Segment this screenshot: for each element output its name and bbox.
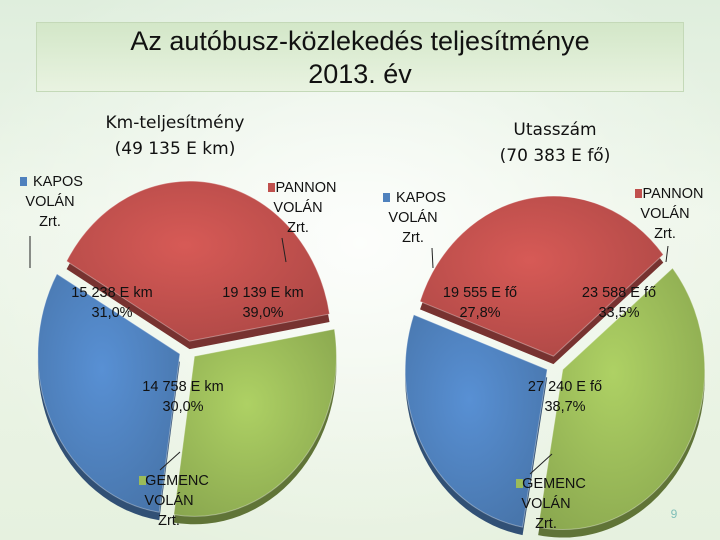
legend-swatch	[383, 193, 390, 202]
data-label-text: 15 238 E km	[71, 285, 152, 301]
pie-chart-1: KAPOS VOLÁN Zrt. PANNON VOLÁN Zrt. GEMENC VOLÁN…	[20, 174, 337, 529]
data-label-text: 30,0%	[162, 399, 203, 415]
pie-2-legend-3: GEMENC VOLÁN Zrt.	[516, 476, 586, 532]
pie-2-leader-2	[665, 245, 669, 263]
legend-text: VOLÁN	[388, 209, 437, 226]
data-label-text: 31,0%	[91, 305, 132, 321]
page-title-line-1: Az autóbusz-közlekedés teljesítménye	[130, 26, 590, 56]
pie-1-data-label-2: 19 139 E km 39,0%	[222, 285, 303, 321]
pie-2-slice-3	[537, 267, 706, 531]
pie-1-leader-3	[159, 451, 181, 471]
legend-text: Zrt.	[287, 220, 309, 236]
legend-text: Zrt.	[158, 513, 180, 529]
pie-2-data-label-1: 19 555 E fő 27,8%	[443, 285, 517, 321]
chart-2-title-line-2: (70 383 E fő)	[499, 146, 611, 166]
legend-text: PANNON	[643, 186, 704, 202]
pie-1-slice-2	[65, 180, 331, 342]
legend-text: Zrt.	[535, 516, 557, 532]
legend-swatch	[635, 189, 642, 198]
pie-1-legend-2: PANNON VOLÁN Zrt.	[268, 180, 336, 236]
legend-text: GEMENC	[522, 476, 586, 492]
page-title-line-2: 2013. év	[308, 59, 412, 89]
data-label-text: 19 555 E fő	[443, 285, 517, 301]
legend-text: Zrt.	[402, 230, 424, 246]
legend-swatch	[139, 476, 146, 485]
legend-swatch	[268, 183, 275, 192]
chart-1-title-line-2: (49 135 E km)	[114, 139, 236, 159]
pie-2-slice-1	[404, 314, 548, 528]
chart-2-title-line-1: Utasszám	[513, 120, 597, 140]
data-label-text: 33,5%	[598, 305, 639, 321]
legend-text: GEMENC	[145, 473, 209, 489]
data-label-text: 19 139 E km	[222, 285, 303, 301]
pie-1-slice-1	[37, 273, 181, 513]
legend-text: VOLÁN	[521, 495, 570, 512]
legend-text: VOLÁN	[273, 199, 322, 216]
data-label-text: 27 240 E fő	[528, 379, 602, 395]
pie-2-legend-1: KAPOS VOLÁN Zrt.	[383, 190, 446, 246]
legend-text: VOLÁN	[144, 492, 193, 509]
legend-text: KAPOS	[33, 174, 83, 190]
pie-1-slice-3	[173, 328, 337, 517]
pie-2-leader-3	[529, 453, 553, 475]
title-box	[36, 22, 684, 92]
pie-2-slice-2	[419, 195, 664, 357]
legend-text: Zrt.	[39, 214, 61, 230]
pie-1-leader-2	[281, 237, 287, 263]
data-label-text: 27,8%	[459, 305, 500, 321]
pie-1-legend-1: KAPOS VOLÁN Zrt.	[20, 174, 83, 230]
pie-1-data-label-3: 14 758 E km 30,0%	[142, 379, 223, 415]
legend-text: VOLÁN	[640, 205, 689, 222]
chart-1-title-line-1: Km-teljesítmény	[105, 113, 245, 133]
pie-2-data-label-2: 23 588 E fő 33,5%	[582, 285, 656, 321]
legend-text: Zrt.	[654, 226, 676, 242]
legend-text: KAPOS	[396, 190, 446, 206]
legend-text: PANNON	[276, 180, 337, 196]
data-label-text: 14 758 E km	[142, 379, 223, 395]
pie-2-legend-2: PANNON VOLÁN Zrt.	[635, 186, 703, 242]
chart-2-title: Utasszám (70 383 E fő)	[425, 117, 685, 169]
pie-2-data-label-3: 27 240 E fő 38,7%	[528, 379, 602, 415]
pie-1-data-label-1: 15 238 E km 31,0%	[71, 285, 152, 321]
data-label-text: 39,0%	[242, 305, 283, 321]
pie-chart-2: KAPOS VOLÁN Zrt. PANNON VOLÁN Zrt. GEMENC VOLÁN…	[383, 186, 706, 538]
legend-swatch	[20, 177, 27, 186]
pie-1-legend-3: GEMENC VOLÁN Zrt.	[139, 473, 209, 529]
data-label-text: 23 588 E fő	[582, 285, 656, 301]
page-number: 9	[671, 507, 678, 521]
chart-1-title: Km-teljesítmény (49 135 E km)	[45, 110, 305, 162]
pie-2-leader-1	[431, 247, 434, 269]
legend-swatch	[516, 479, 523, 488]
data-label-text: 38,7%	[544, 399, 585, 415]
legend-text: VOLÁN	[25, 193, 74, 210]
